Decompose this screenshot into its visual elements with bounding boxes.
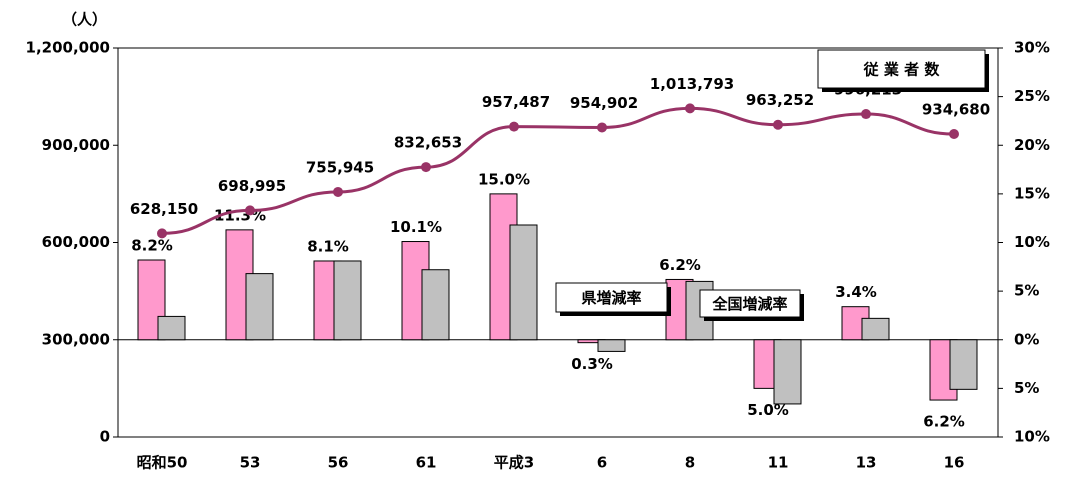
bar (773, 339, 802, 405)
line-point (245, 205, 255, 216)
data-label: 6.2% (659, 256, 701, 274)
data-label: 832,653 (394, 134, 462, 152)
line-point (949, 129, 959, 140)
bar (861, 317, 890, 341)
y2-tick-label: 15% (1014, 184, 1050, 202)
y2-tick-label: 5% (1014, 379, 1039, 397)
y2-tick-label: 30% (1014, 39, 1050, 57)
data-label: 954,902 (570, 94, 638, 112)
line-point (509, 121, 519, 132)
y-tick-label: 0 (100, 428, 110, 446)
legend-box (699, 289, 801, 318)
legend-box (555, 282, 668, 313)
bar (157, 315, 186, 341)
data-label: 8.2% (131, 237, 173, 255)
y-tick-label: 1,200,000 (26, 39, 110, 57)
data-label: 957,487 (482, 93, 550, 111)
x-tick-label: 11 (768, 454, 789, 472)
x-tick-label: 8 (685, 454, 695, 472)
x-tick-label: 平成3 (494, 454, 534, 472)
line-point (685, 103, 695, 114)
data-label: 5.0% (747, 401, 789, 419)
data-label: 10.1% (390, 218, 442, 236)
data-label: 698,995 (218, 177, 286, 195)
legend-label: 従 業 者 数 (863, 61, 941, 79)
bar (597, 339, 626, 352)
line-point (597, 122, 607, 133)
data-label: 15.0% (478, 170, 530, 188)
y2-tick-label: 20% (1014, 136, 1050, 154)
x-tick-label: 53 (240, 454, 261, 472)
legend-label: 全国増減率 (711, 295, 787, 313)
data-label: 628,150 (130, 200, 198, 218)
y2-tick-label: 25% (1014, 87, 1050, 105)
bar (949, 339, 978, 390)
data-label: 963,252 (746, 91, 814, 109)
y2-tick-label: 5% (1014, 282, 1039, 300)
data-label: 934,680 (922, 101, 990, 119)
y-tick-label: 900,000 (42, 136, 110, 154)
line-point (157, 228, 167, 239)
x-tick-label: 56 (328, 454, 349, 472)
x-tick-label: 6 (597, 454, 607, 472)
data-label: 6.2% (923, 413, 965, 431)
data-label: 8.1% (307, 237, 349, 255)
data-label: 3.4% (835, 283, 877, 301)
data-label: 755,945 (306, 158, 374, 176)
data-label: 0.3% (571, 355, 613, 373)
legend-label: 県増減率 (581, 289, 641, 307)
y2-tick-label: 10% (1014, 233, 1050, 251)
x-tick-label: 昭和50 (137, 454, 188, 472)
axis-label: （人） (62, 11, 107, 29)
line (161, 106, 955, 235)
bar (509, 224, 538, 341)
y-tick-label: 300,000 (42, 330, 110, 348)
line-point (861, 109, 871, 120)
bar (333, 260, 362, 341)
bar (245, 273, 274, 341)
line-point (421, 162, 431, 173)
legend-box (817, 49, 986, 89)
x-tick-label: 61 (416, 454, 437, 472)
data-label: 1,013,793 (650, 75, 734, 93)
bar (421, 269, 450, 341)
line-point (333, 186, 343, 197)
line-point (773, 119, 783, 130)
y2-tick-label: 0% (1014, 330, 1039, 348)
y2-tick-label: 10% (1014, 428, 1050, 446)
x-tick-label: 16 (944, 454, 965, 472)
x-tick-label: 13 (856, 454, 877, 472)
y-tick-label: 600,000 (42, 233, 110, 251)
